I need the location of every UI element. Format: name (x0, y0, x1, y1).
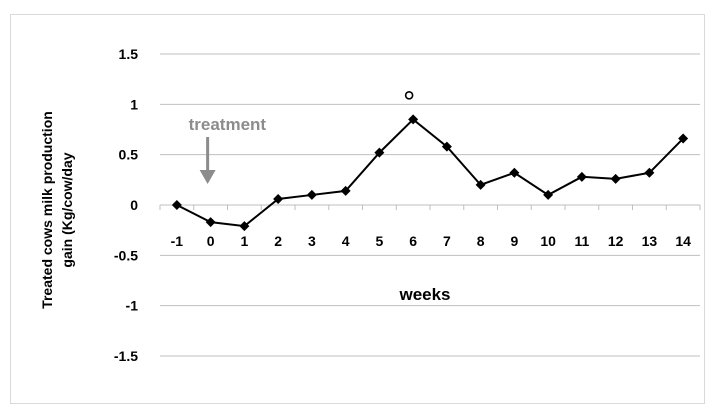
data-point (509, 168, 519, 178)
y-tick-label: 0 (130, 197, 138, 213)
x-tick-label: 14 (675, 233, 691, 249)
x-tick-label: 9 (510, 233, 518, 249)
data-point (543, 190, 553, 200)
y-tick-label: -1 (126, 298, 139, 314)
y-tick-label: -0.5 (114, 247, 138, 263)
significance-marker (406, 92, 413, 99)
treatment-annotation-label: treatment (189, 115, 267, 134)
x-tick-label: 10 (540, 233, 556, 249)
x-tick-label: -1 (171, 233, 184, 249)
x-tick-label: 12 (608, 233, 624, 249)
x-tick-label: 11 (574, 233, 589, 249)
data-point (172, 200, 182, 210)
x-tick-label: 0 (207, 233, 215, 249)
x-axis-label: weeks (398, 285, 450, 304)
x-tick-label: 4 (342, 233, 350, 249)
x-tick-label: 13 (642, 233, 658, 249)
series-line-path (177, 119, 683, 226)
x-tick-label: 1 (240, 233, 248, 249)
gridlines (160, 54, 700, 356)
x-tick-label: 8 (477, 233, 485, 249)
data-point (307, 190, 317, 200)
x-tick-label: 7 (443, 233, 451, 249)
y-tick-label: -1.5 (114, 348, 138, 364)
y-axis-label-line-1: Treated cows milk production (39, 111, 55, 309)
y-tick-label: 1.5 (119, 46, 139, 62)
x-tick-label: 2 (274, 233, 282, 249)
y-axis-label-line-2: gain (Kg/cow/day (59, 152, 75, 267)
y-tick-labels: 1.5 1 0.5 0 -0.5 -1 -1.5 (114, 46, 138, 364)
data-point (611, 174, 621, 184)
x-tick-label: 3 (308, 233, 316, 249)
y-tick-label: 0.5 (119, 147, 139, 163)
data-point (206, 217, 216, 227)
x-tick-label: 6 (409, 233, 417, 249)
data-point (577, 172, 587, 182)
annotations: treatment (189, 92, 413, 184)
x-tick-labels: -1 0 1 2 3 4 5 6 7 8 9 10 11 12 13 14 (171, 233, 691, 249)
y-tick-label: 1 (130, 96, 138, 112)
x-tick-label: 5 (375, 233, 383, 249)
treatment-arrow-head (200, 170, 216, 184)
